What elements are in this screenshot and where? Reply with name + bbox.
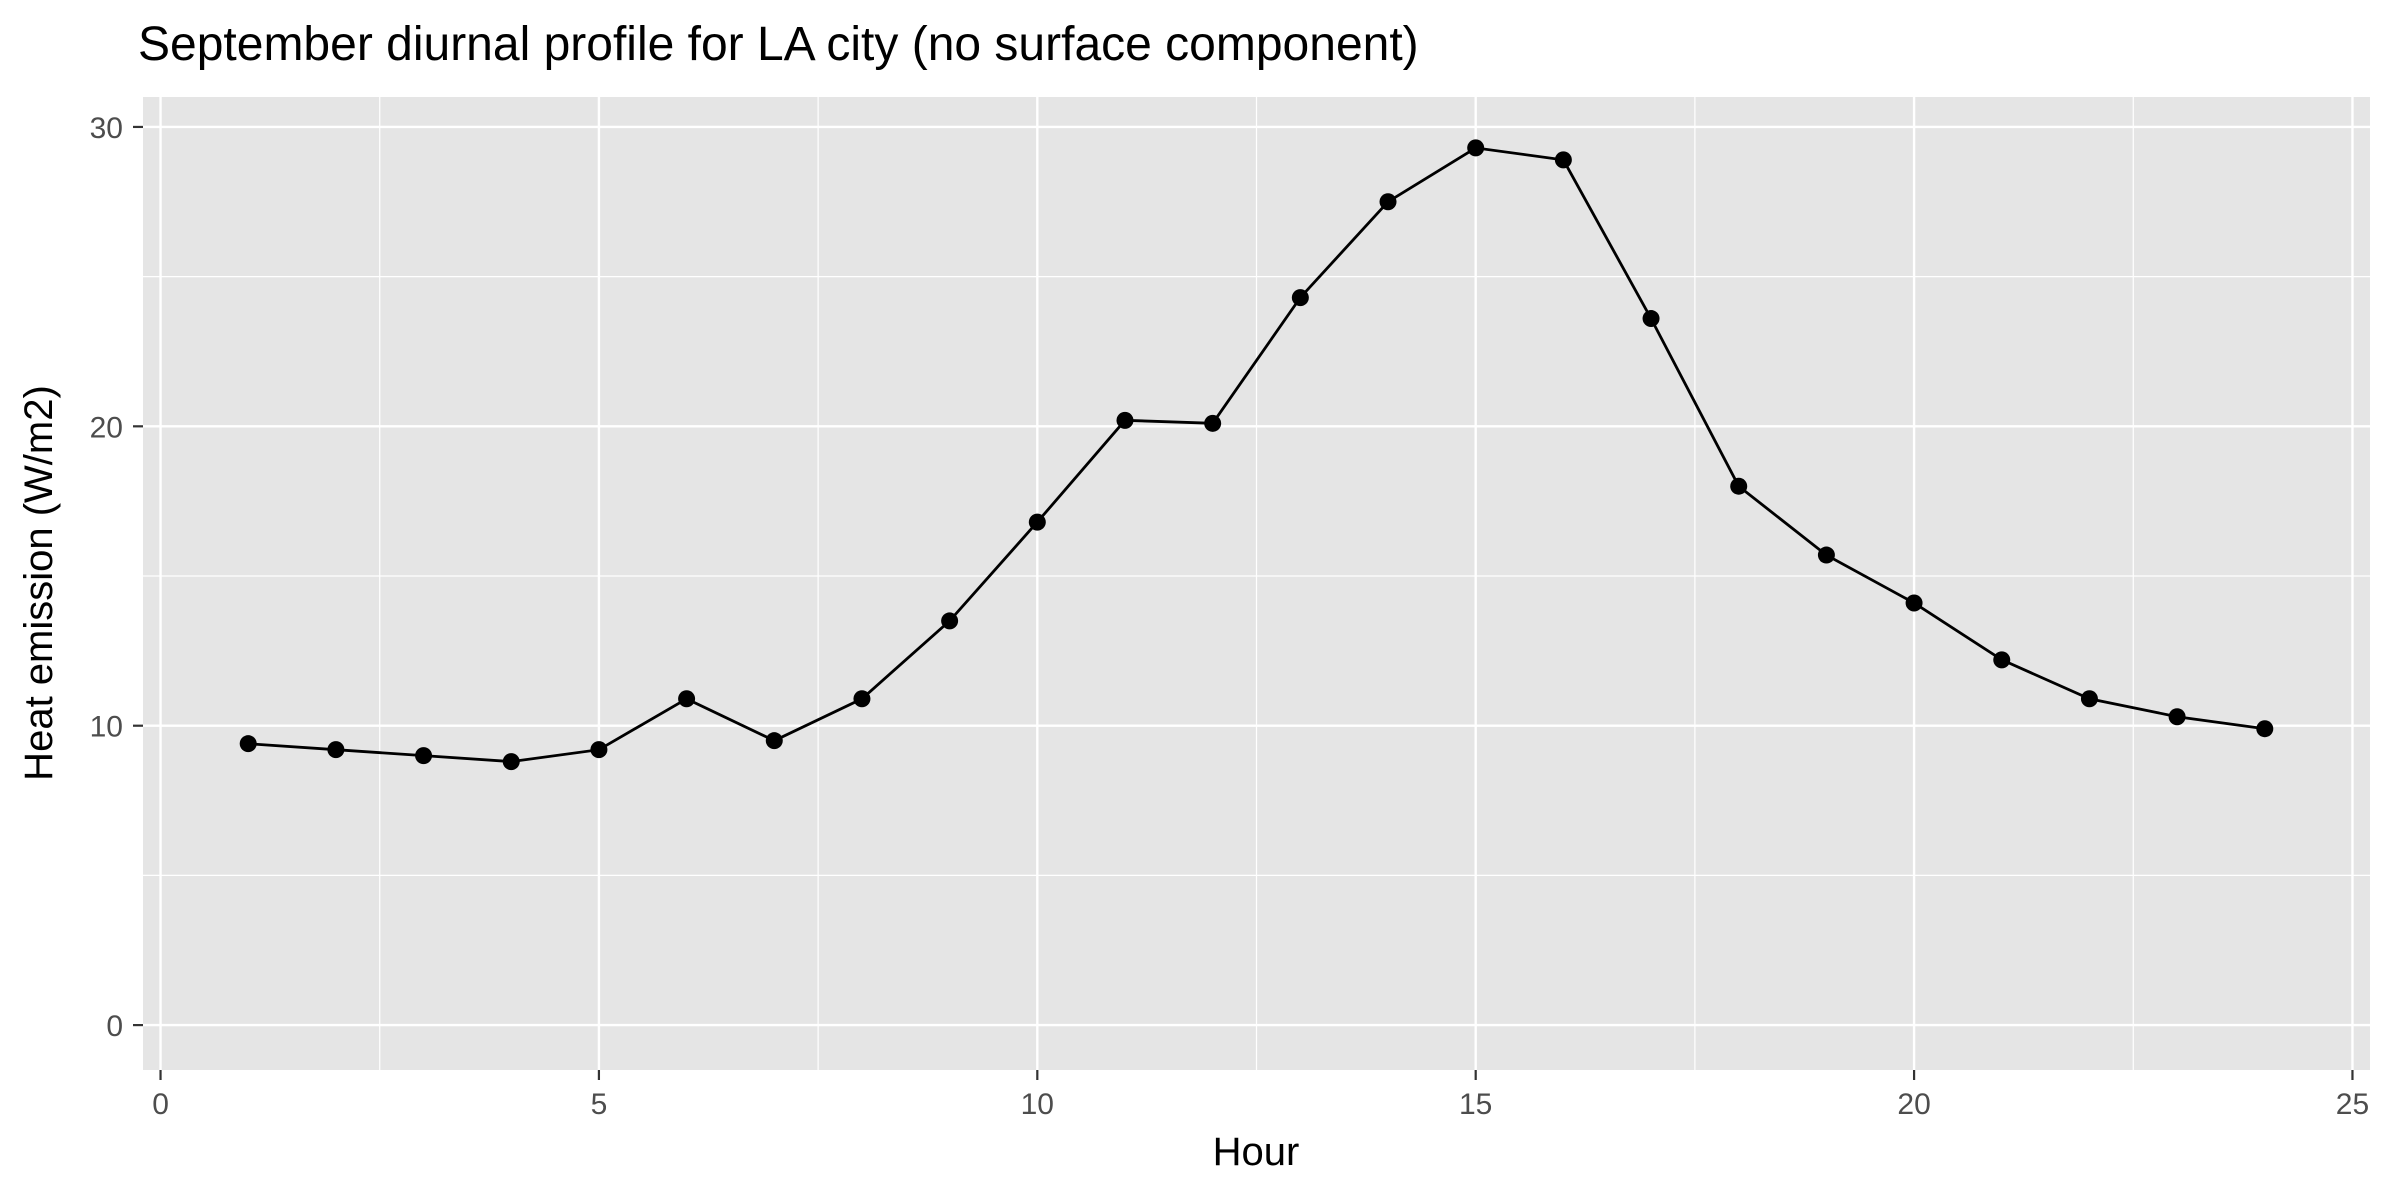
series-line [248, 146, 2265, 764]
data-point [1379, 193, 1397, 211]
data-point [678, 690, 696, 708]
data-point [590, 741, 608, 759]
data-point [1554, 151, 1572, 169]
y-tick-label: 10 [90, 711, 123, 744]
data-point [1291, 289, 1309, 307]
data-point [1028, 513, 1046, 531]
data-point [415, 747, 433, 765]
series-layer [239, 139, 2274, 771]
x-tick-label: 20 [1897, 1088, 1930, 1121]
data-point [502, 753, 520, 771]
y-tick-label: 30 [90, 112, 123, 145]
data-point [2080, 690, 2098, 708]
data-point [1817, 546, 1835, 564]
x-tick-label: 25 [2336, 1088, 2369, 1121]
data-point [1730, 477, 1748, 495]
data-point [327, 741, 345, 759]
x-tick-label: 0 [152, 1088, 169, 1121]
x-axis: 0 5 10 15 20 25 [152, 1070, 2369, 1121]
minor-gridlines [143, 97, 2370, 1070]
chart-title: September diurnal profile for LA city (n… [138, 18, 1419, 71]
x-tick-label: 10 [1021, 1088, 1054, 1121]
data-point [765, 732, 783, 750]
data-point [1204, 414, 1222, 432]
data-point [1116, 411, 1134, 429]
data-point [1467, 139, 1485, 157]
y-axis-title: Heat emission (W/m2) [17, 385, 61, 781]
y-tick-label: 20 [90, 411, 123, 444]
data-point [1905, 594, 1923, 612]
data-point [2168, 708, 2186, 726]
x-axis-title: Hour [1213, 1130, 1300, 1174]
data-point [2256, 720, 2274, 738]
y-tick-label: 0 [106, 1010, 123, 1043]
data-point [941, 612, 959, 630]
x-tick-label: 5 [591, 1088, 608, 1121]
y-axis: 0 10 20 30 [90, 112, 143, 1043]
data-point [1642, 310, 1660, 328]
x-tick-label: 15 [1459, 1088, 1492, 1121]
data-point [853, 690, 871, 708]
data-point [1993, 651, 2011, 669]
major-gridlines [143, 97, 2370, 1070]
data-point [239, 735, 257, 753]
